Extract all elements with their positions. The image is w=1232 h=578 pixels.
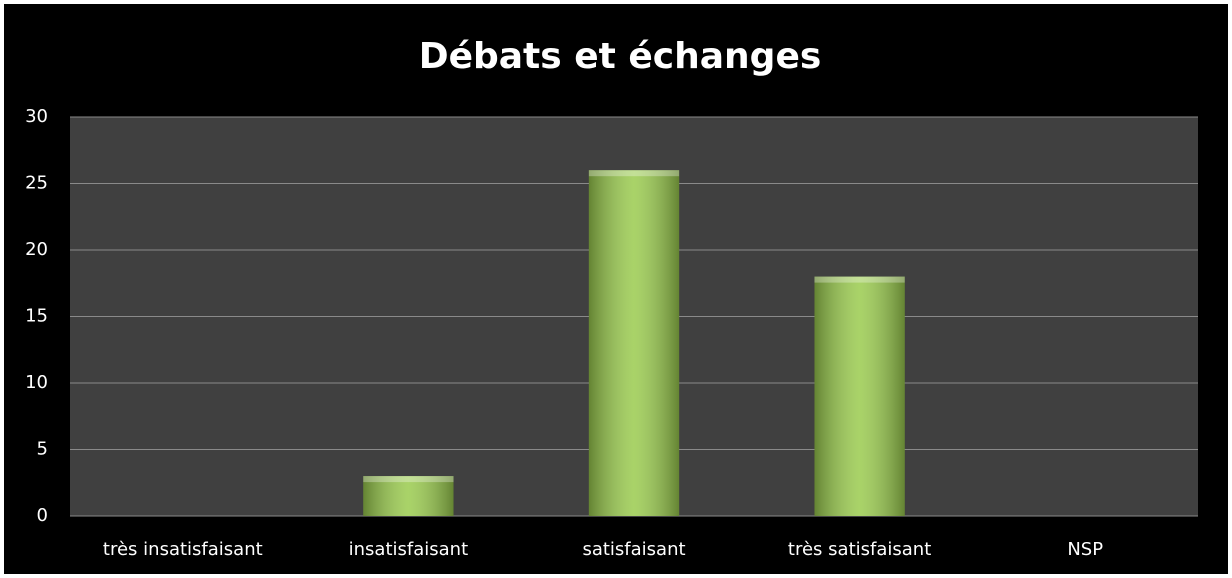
x-tick-label: très satisfaisant (788, 539, 931, 560)
bar-cap (588, 170, 680, 177)
y-tick-label: 5 (37, 439, 48, 460)
y-tick-label: 15 (25, 306, 48, 327)
x-tick-label: insatisfaisant (349, 539, 469, 560)
x-tick-label: NSP (1067, 539, 1103, 560)
y-tick-label: 0 (37, 505, 48, 526)
chart-title: Débats et échanges (419, 36, 822, 77)
bar-shade (814, 276, 905, 516)
bar-shade (363, 476, 454, 516)
y-tick-label: 25 (25, 173, 48, 194)
bar-cap (814, 276, 905, 283)
bar-shade (588, 170, 680, 516)
bar-cap (363, 476, 454, 483)
x-tick-label: très insatisfaisant (103, 539, 263, 560)
y-tick-label: 30 (25, 106, 48, 127)
x-tick-label: satisfaisant (582, 539, 685, 560)
y-tick-label: 10 (25, 372, 48, 393)
y-tick-label: 20 (25, 239, 48, 260)
